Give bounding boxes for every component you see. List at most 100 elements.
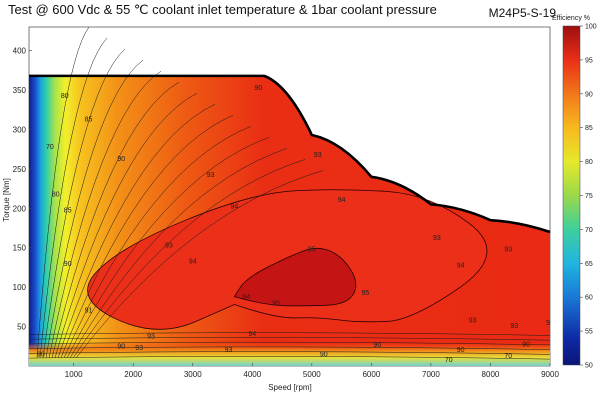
iso-efficiency-lines — [29, 27, 550, 360]
contour-label: 94 — [338, 197, 346, 204]
y-tick-label: 200 — [13, 204, 27, 213]
y-axis: 50 100 150 200 250 300 350 400 — [13, 47, 32, 332]
iso-line — [51, 81, 180, 359]
x-tick-label: 4000 — [243, 370, 261, 379]
contour-label: 90 — [254, 85, 262, 92]
contour-label: 90 — [522, 341, 530, 348]
colorbar-tick-label: 55 — [585, 329, 593, 336]
x-tick-label: 6000 — [362, 370, 380, 379]
iso-line — [63, 126, 252, 359]
colorbar-tick-label: 60 — [585, 295, 593, 302]
contour-label: 85 — [64, 207, 72, 214]
iso-line — [45, 59, 144, 359]
contour-label: 80 — [61, 93, 69, 100]
iso-line — [57, 104, 216, 359]
contour-label: 93 — [207, 172, 215, 179]
colorbar-tick-label: 70 — [585, 227, 593, 234]
x-tick-label: 5000 — [303, 370, 321, 379]
contour-label: 94 — [242, 294, 250, 301]
iso-line — [29, 341, 550, 346]
low-torque-band — [29, 342, 550, 366]
y-tick-label: 100 — [13, 283, 27, 292]
iso-line — [29, 346, 550, 350]
y-tick-label: 250 — [13, 165, 27, 174]
iso-line — [36, 27, 90, 359]
colorbar-tick-label: 100 — [585, 24, 597, 31]
contour-label: 93 — [510, 323, 518, 330]
y-tick-label: 150 — [13, 244, 27, 253]
contour-label: 94 — [231, 203, 239, 210]
colorbar-tick-label: 50 — [585, 363, 593, 370]
colorbar-tick-label: 80 — [585, 159, 593, 166]
model-code: M24P5-S-19 — [488, 6, 556, 20]
iso-line — [39, 37, 108, 359]
iso-line — [66, 137, 270, 359]
x-tick-label: 8000 — [482, 370, 500, 379]
contour-label: 93 — [135, 345, 143, 352]
y-tick-label: 50 — [17, 323, 26, 332]
x-tick-label: 2000 — [124, 370, 142, 379]
contour-label: 70 — [445, 357, 453, 364]
contour-label: 93 — [504, 247, 512, 254]
contour-label: 90 — [64, 261, 72, 268]
colorbar-tick-label: 90 — [585, 91, 593, 98]
iso-line — [29, 337, 550, 341]
contour-label: 93 — [546, 320, 554, 327]
x-tick-label: 7000 — [422, 370, 440, 379]
contour-label: 90 — [37, 352, 45, 359]
chart-title: Test @ 600 Vdc & 55 ℃ coolant inlet temp… — [8, 2, 437, 17]
iso-line — [54, 93, 198, 359]
contour-95 — [233, 247, 357, 307]
contour-label: 93 — [225, 347, 233, 354]
iso-line — [29, 351, 550, 355]
contour-label: 93 — [314, 152, 322, 159]
contour-bands — [29, 342, 550, 366]
x-tick-label: 9000 — [541, 370, 559, 379]
colorbar-tick-label: 65 — [585, 261, 593, 268]
contour-label: 93 — [433, 235, 441, 242]
contour-label: 91 — [85, 307, 93, 314]
iso-line — [60, 115, 234, 359]
contour-label: 85 — [85, 117, 93, 124]
contour-labels: 80 85 90 70 80 85 90 91 93 94 93 94 94 94 95 95 95 90 93 94… — [37, 85, 554, 364]
contour-label: 70 — [504, 353, 512, 360]
colorbar-tick-label: 95 — [585, 57, 593, 64]
iso-line — [75, 170, 324, 359]
x-tick-label: 3000 — [184, 370, 202, 379]
contour-label: 93 — [165, 243, 173, 250]
contour-label: 90 — [117, 344, 125, 351]
x-axis: 1000 2000 3000 4000 5000 6000 7000 8000 9000 — [65, 363, 559, 379]
contour-label: 95 — [362, 290, 370, 297]
contour-label: 94 — [457, 262, 465, 269]
contour-label: 80 — [52, 192, 60, 199]
y-tick-label: 300 — [13, 125, 27, 134]
contour-label: 90 — [320, 352, 328, 359]
contour-label: 95 — [308, 247, 316, 254]
y-tick-label: 400 — [13, 47, 27, 56]
contour-label: 94 — [189, 259, 197, 266]
colorbar: Efficiency % 50 55 60 65 70 75 80 85 90 95 100 — [552, 15, 597, 370]
colorbar-ticks: 50 55 60 65 70 75 80 85 90 95 100 — [580, 24, 597, 370]
colorbar-label: Efficiency % — [552, 15, 590, 22]
contour-label: 70 — [46, 144, 54, 151]
iso-line — [69, 148, 288, 359]
iso-line — [48, 70, 162, 359]
iso-line — [29, 332, 550, 336]
colorbar-tick-label: 85 — [585, 125, 593, 132]
iso-line — [42, 48, 126, 359]
colorbar-gradient — [562, 25, 581, 366]
x-tick-label: 1000 — [65, 370, 83, 379]
contour-label: 94 — [248, 331, 256, 338]
contour-label: 90 — [457, 347, 465, 354]
iso-line — [72, 159, 306, 359]
iso-line — [29, 356, 550, 360]
y-tick-label: 350 — [13, 86, 27, 95]
torque-limit-line — [29, 74, 551, 234]
x-axis-label: Speed [rpm] — [268, 383, 312, 392]
contour-label: 95 — [272, 300, 280, 307]
contour-label: 93 — [469, 318, 477, 325]
y-axis-label: Torque [Nm] — [2, 178, 11, 222]
contour-label: 90 — [117, 156, 125, 163]
contour-label: 90 — [373, 342, 381, 349]
